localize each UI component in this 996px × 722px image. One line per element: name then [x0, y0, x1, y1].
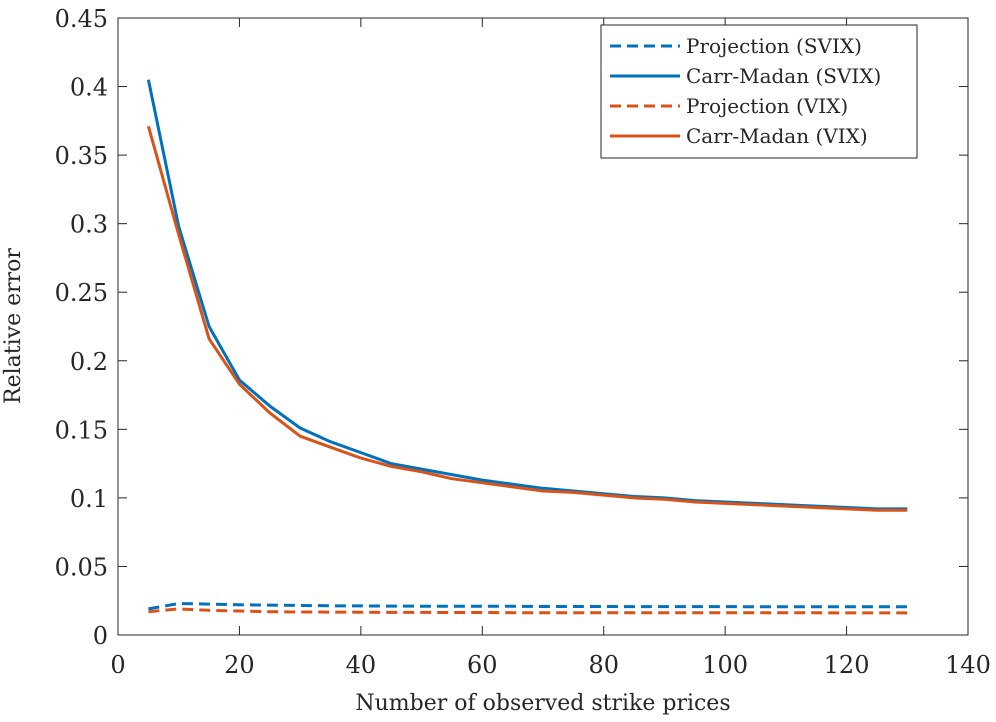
x-tick-label: 0 — [110, 651, 125, 679]
x-tick-label: 80 — [588, 651, 619, 679]
legend-label-0: Projection (SVIX) — [686, 34, 862, 58]
y-tick-label: 0 — [93, 622, 108, 650]
plot-frame — [117, 17, 969, 636]
legend-label-3: Carr-Madan (VIX) — [686, 124, 868, 148]
series-layer — [146, 79, 908, 615]
y-tick-label: 0.35 — [55, 142, 108, 170]
x-axis-label: Number of observed strike prices — [355, 691, 730, 716]
y-tick-label: 0.15 — [55, 416, 108, 444]
y-tick-label: 0.05 — [55, 553, 108, 581]
legend: Projection (SVIX) Carr-Madan (SVIX) Projec… — [600, 24, 918, 159]
legend-label-1: Carr-Madan (SVIX) — [686, 64, 881, 88]
series-line-2 — [148, 607, 908, 615]
x-tick-label: 60 — [467, 651, 498, 679]
y-tick-label: 0.2 — [70, 348, 108, 376]
y-tick-label: 0.1 — [70, 485, 108, 513]
ticks-layer — [117, 17, 969, 636]
x-tick-label: 40 — [346, 651, 377, 679]
y-tick-label: 0.45 — [55, 5, 108, 33]
y-tick-label: 0.4 — [70, 74, 108, 102]
x-tick-label: 20 — [224, 651, 255, 679]
x-tick-label: 100 — [702, 651, 748, 679]
y-tick-label: 0.3 — [70, 211, 108, 239]
x-tick-label: 140 — [945, 651, 991, 679]
series-line-0 — [148, 602, 908, 611]
y-axis-label: Relative error — [1, 248, 26, 404]
legend-label-2: Projection (VIX) — [686, 94, 848, 118]
tick-labels-layer: 0 20 40 60 80 100 120 140 0 0.05 0.1 0.15 0.2 0.25 0.3… — [55, 5, 991, 679]
series-line-3 — [146, 125, 908, 512]
x-tick-label: 120 — [824, 651, 870, 679]
y-tick-label: 0.25 — [55, 279, 108, 307]
